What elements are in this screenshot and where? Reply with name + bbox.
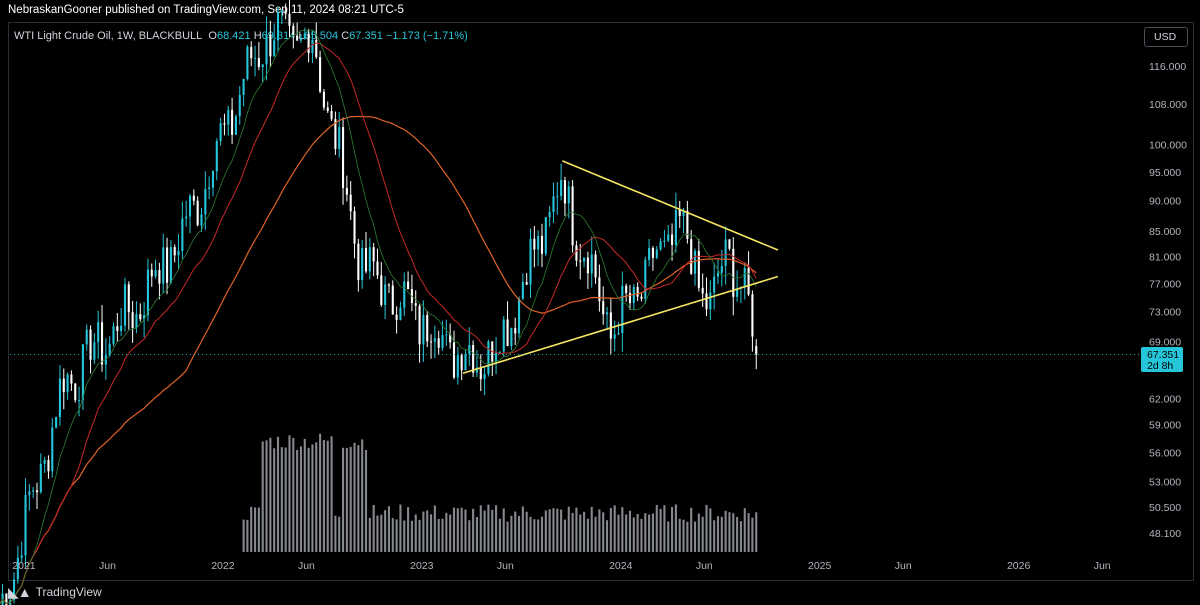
close-value: 67.351 <box>349 30 383 42</box>
symbol-title[interactable]: WTI Light Crude Oil, 1W, BLACKBULL <box>14 30 203 42</box>
brand-name[interactable]: TradingView <box>35 585 102 599</box>
change-value: −1.173 (−1.71%) <box>385 30 468 42</box>
chart-panel[interactable] <box>8 22 1194 581</box>
close-label: C <box>341 30 350 42</box>
tradingview-logo-icon[interactable]: ◣▲ <box>8 583 32 600</box>
low-value: 65.504 <box>304 30 339 42</box>
brand-footer: ◣▲ TradingView <box>8 582 102 602</box>
open-label: O <box>208 30 217 42</box>
high-value: 69.314 <box>261 30 296 42</box>
currency-button[interactable]: USD <box>1144 27 1188 47</box>
candle-body <box>1 593 4 605</box>
symbol-legend: WTI Light Crude Oil, 1W, BLACKBULL O68.4… <box>14 30 468 42</box>
high-label: H <box>253 30 262 42</box>
publish-info: published on TradingView.com, Sep 11, 20… <box>105 4 404 16</box>
open-value: 68.421 <box>216 30 251 42</box>
publish-header: NebraskanGooner published on TradingView… <box>8 4 404 20</box>
author-name[interactable]: NebraskanGooner <box>8 4 102 16</box>
